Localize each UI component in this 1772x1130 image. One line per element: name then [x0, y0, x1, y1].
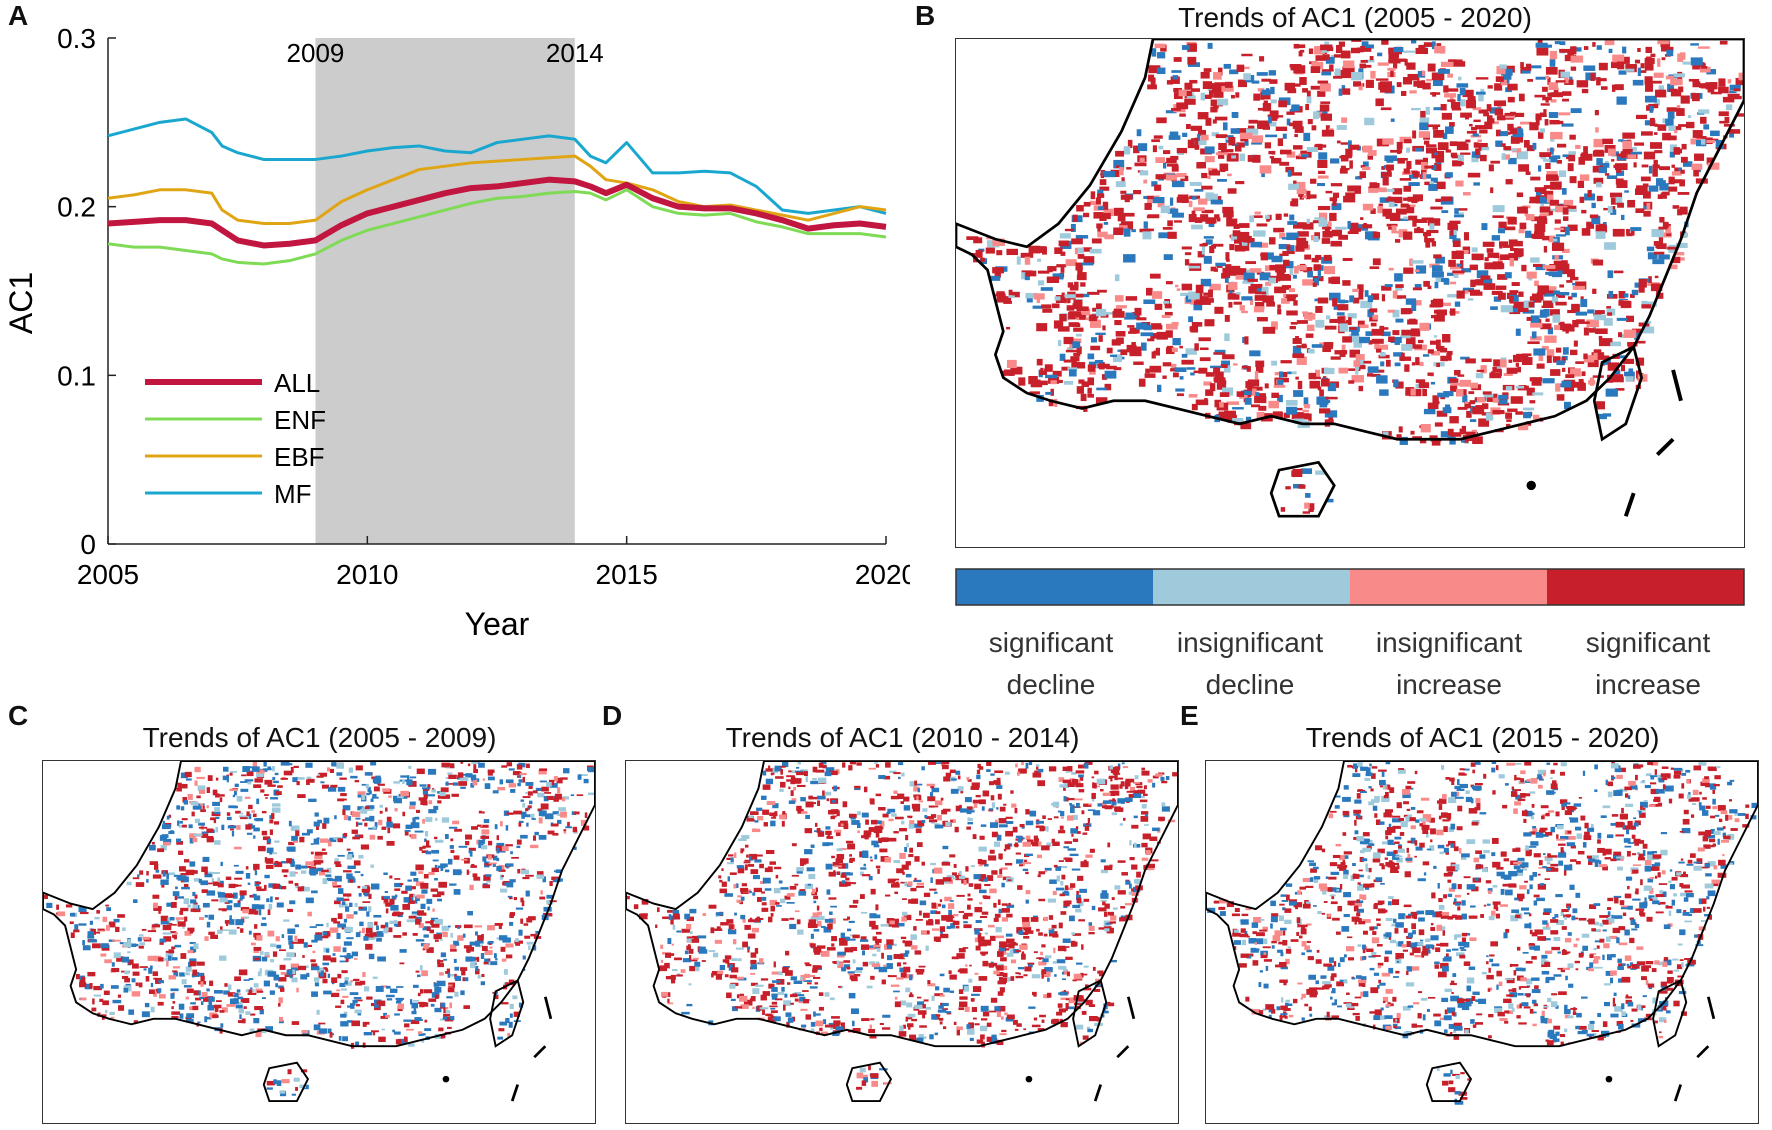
- islet: [442, 1075, 450, 1083]
- boundary-dash-2: [533, 1045, 547, 1059]
- island-boundary-south: [262, 1061, 310, 1103]
- map-b-trend-2005-2020: [955, 38, 1745, 548]
- shaded-label-2009: 2009: [287, 38, 345, 68]
- islet: [1605, 1075, 1613, 1083]
- x-tick-label-2005: 2005: [77, 559, 139, 590]
- trend-pixels: [1207, 761, 1758, 1105]
- x-tick-label-2015: 2015: [596, 559, 658, 590]
- colorbar-swatch-2: [1153, 569, 1350, 605]
- trend-pixels: [966, 39, 1744, 514]
- boundary-dash-3: [1093, 1084, 1103, 1102]
- island-boundary-south: [1269, 460, 1336, 518]
- boundary-dash-3: [510, 1084, 520, 1102]
- boundary-dash-3: [1673, 1084, 1683, 1102]
- ac1-line-chart: 2009 2014 2005 2010 2015 2020 0 0.1 0.2 0.3 ALL ENF…: [3, 23, 910, 642]
- x-tick-label-2020: 2020: [855, 559, 910, 590]
- map-b-title: Trends of AC1 (2005 - 2020): [1178, 2, 1532, 33]
- boundary-dash-1: [1126, 996, 1136, 1020]
- legend-label-enf: ENF: [274, 405, 326, 435]
- legend-label-ebf: EBF: [274, 442, 325, 472]
- panel-e-letter: E: [1180, 700, 1199, 731]
- colorbar-border: [955, 568, 1745, 606]
- boundary-dash-2: [1655, 437, 1675, 456]
- legend-label-all: ALL: [274, 368, 320, 398]
- series-line-ebf: [107, 154, 887, 226]
- panel-d-letter: D: [602, 700, 623, 731]
- islet: [1526, 480, 1536, 491]
- panel-c-letter: C: [8, 700, 29, 731]
- island-boundary-east: [1652, 979, 1688, 1048]
- map-d-trend-2010-2014: [625, 760, 1179, 1124]
- map-c-trend-2005-2009: [42, 760, 596, 1124]
- colorbar-label-significant-decline: significant decline: [956, 622, 1146, 706]
- island-boundary-east: [1072, 979, 1108, 1048]
- y-axis-label: AC1: [3, 272, 39, 334]
- y-tick-label-0: 0: [80, 529, 96, 560]
- colorbar: [955, 568, 1745, 606]
- cbar-label-3-line1: insignificant: [1375, 627, 1523, 658]
- colorbar-swatch-1: [956, 569, 1153, 605]
- legend-label-mf: MF: [274, 479, 312, 509]
- land-boundary: [626, 761, 1178, 1048]
- map-d-title: Trends of AC1 (2010 - 2014): [725, 722, 1080, 753]
- boundary-dash-1: [1671, 369, 1683, 402]
- boundary-dash-1: [1706, 996, 1716, 1020]
- boundary-dash-1: [543, 996, 553, 1020]
- cbar-label-3-line2: increase: [1396, 669, 1502, 700]
- map-c-title: Trends of AC1 (2005 - 2009): [142, 722, 497, 753]
- x-axis-label: Year: [465, 606, 530, 642]
- series-line-enf: [107, 188, 887, 266]
- x-tick-label-2010: 2010: [336, 559, 398, 590]
- cbar-label-4-line2: increase: [1595, 669, 1701, 700]
- boundary-dash-2: [1116, 1045, 1130, 1059]
- cbar-label-2-line2: decline: [1205, 669, 1295, 700]
- y-tick-label-0.2: 0.2: [57, 192, 96, 223]
- boundary-dash-2: [1696, 1045, 1710, 1059]
- series-line-mf: [107, 117, 887, 215]
- shaded-period-2009-2014: [315, 38, 575, 544]
- panel-a-letter: A: [8, 0, 29, 31]
- panel-b-letter: B: [915, 0, 936, 31]
- islet: [1025, 1075, 1033, 1083]
- colorbar-label-insignificant-increase: insignificant increase: [1354, 622, 1544, 706]
- cbar-label-1-line2: decline: [1006, 669, 1096, 700]
- land-boundary: [43, 761, 595, 1048]
- land-boundary: [1206, 761, 1758, 1048]
- colorbar-label-insignificant-decline: insignificant decline: [1155, 622, 1345, 706]
- map-e-trend-2015-2020: [1205, 760, 1759, 1124]
- cbar-label-2-line1: insignificant: [1176, 627, 1324, 658]
- cbar-label-1-line1: significant: [988, 627, 1114, 658]
- island-boundary-east: [1592, 344, 1643, 442]
- series-line-all: [107, 176, 887, 249]
- shaded-label-2014: 2014: [546, 38, 604, 68]
- colorbar-swatch-4: [1547, 569, 1744, 605]
- map-e-title: Trends of AC1 (2015 - 2020): [1305, 722, 1660, 753]
- cbar-label-4-line1: significant: [1585, 627, 1711, 658]
- island-boundary-south: [845, 1061, 893, 1103]
- y-tick-label-0.3: 0.3: [57, 23, 96, 54]
- island-boundary-east: [489, 979, 525, 1048]
- colorbar-swatch-3: [1350, 569, 1547, 605]
- trend-pixels: [626, 761, 1178, 1090]
- boundary-dash-3: [1623, 492, 1636, 517]
- land-boundary: [956, 39, 1744, 441]
- trend-pixels: [43, 761, 595, 1097]
- colorbar-label-significant-increase: significant increase: [1553, 622, 1743, 706]
- y-tick-label-0.1: 0.1: [57, 360, 96, 391]
- island-boundary-south: [1425, 1061, 1473, 1103]
